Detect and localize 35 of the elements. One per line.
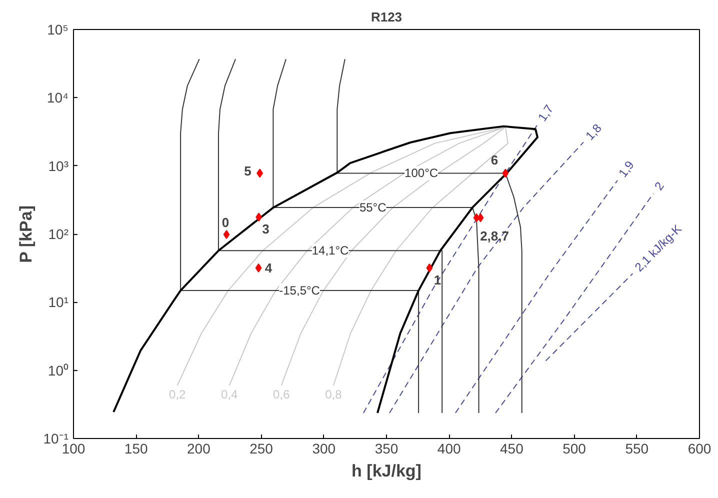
text: 2: [652, 179, 668, 193]
x-tick-label: 250: [250, 440, 274, 456]
y-tick-label: 10³: [48, 158, 69, 174]
annotation: 5: [244, 164, 252, 179]
text: 1,7: [535, 102, 556, 124]
x-tick-label: 150: [124, 440, 148, 456]
x-axis-title: h [kJ/kg]: [352, 462, 422, 480]
annotation: 2,8,7: [480, 228, 509, 244]
chart-title: R123: [370, 10, 402, 24]
text: 1,8: [582, 120, 605, 143]
annotation: 6: [490, 152, 498, 168]
annotation: 1: [434, 272, 442, 288]
x-tick-label: 600: [688, 440, 712, 456]
y-tick-label: 10¹: [48, 294, 69, 310]
series-label: -15,5°C: [279, 284, 320, 298]
x-tick-label: 450: [500, 440, 524, 456]
x-tick-label: 300: [312, 440, 336, 456]
series-label: 55°C: [359, 200, 387, 214]
x-tick-label: 550: [625, 440, 649, 456]
annotation: 0: [222, 214, 230, 230]
y-tick-label: 10²: [48, 226, 69, 242]
annotation: 4: [264, 260, 273, 276]
annotation: 3: [262, 222, 270, 237]
x-tick-label: 500: [562, 440, 586, 456]
x-tick-label: 100: [62, 440, 86, 456]
series-label: 14,1°C: [312, 244, 350, 258]
x-tick-label: 400: [437, 440, 461, 456]
text: 1,9: [616, 158, 638, 180]
y-tick-label: 10⁵: [47, 22, 69, 38]
x-tick-label: 350: [374, 440, 398, 456]
y-tick-label: 10⁴: [46, 90, 69, 106]
y-axis-title: P [kPa]: [16, 205, 36, 263]
x-tick-label: 200: [187, 440, 211, 456]
y-tick-label: 10⁰: [48, 362, 69, 378]
series-label: 100°C: [404, 166, 438, 180]
